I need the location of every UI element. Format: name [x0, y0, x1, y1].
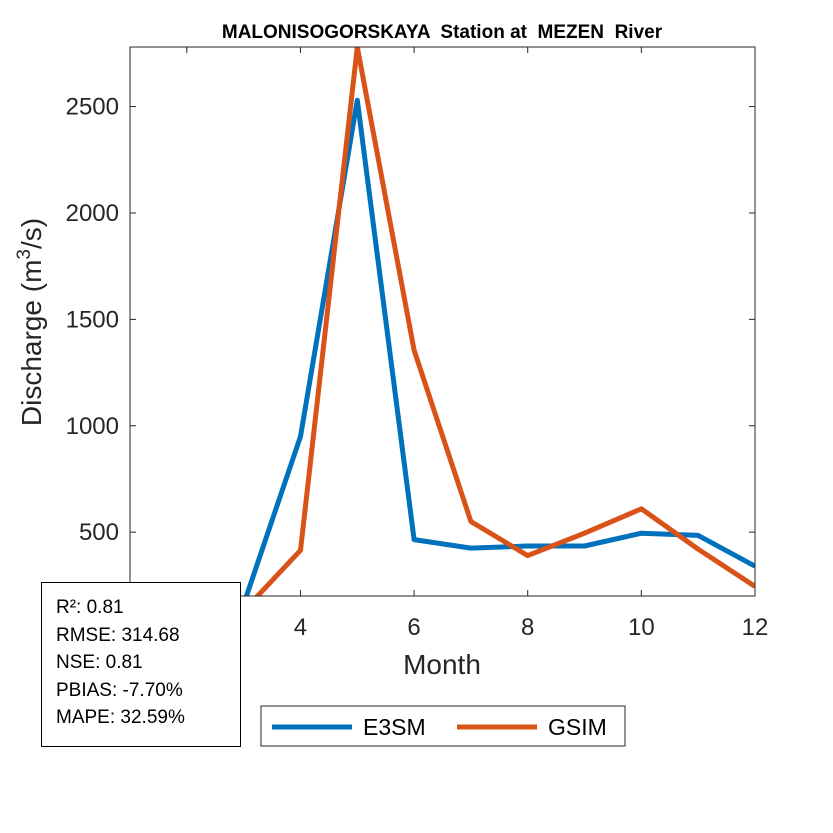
y-tick-label: 500 [79, 519, 119, 546]
y-axis-label: Discharge (m3/s) [14, 218, 47, 426]
x-tick-label: 8 [521, 614, 534, 641]
stat-r2: R²: 0.81 [56, 597, 124, 618]
x-axis-label: Month [403, 649, 481, 680]
legend: E3SM GSIM [260, 705, 626, 747]
y-tick-label: 2000 [66, 200, 119, 227]
y-axis: 500 1000 1500 2000 2500 [66, 94, 755, 546]
stat-pbias: PBIAS: -7.70% [56, 679, 183, 701]
x-tick-label: 12 [742, 614, 769, 641]
stat-rmse: RMSE: 314.68 [56, 624, 180, 646]
y-tick-label: 1500 [66, 306, 119, 333]
plot-frame [129, 46, 756, 597]
series-line-e3sm [130, 97, 755, 596]
y-axis-label-base: Discharge (m [16, 260, 47, 426]
series-line-gsim [254, 47, 755, 596]
x-tick-label: 6 [407, 614, 420, 641]
chart-title: MALONISOGORSKAYA Station at MEZEN River [222, 22, 663, 43]
legend-label-gsim: GSIM [548, 714, 607, 740]
stat-nse: NSE: 0.81 [56, 652, 143, 673]
x-tick-label: 4 [294, 614, 307, 641]
stats-box: R²: 0.81 RMSE: 314.68 NSE: 0.81 PBIAS: -… [41, 582, 241, 747]
y-axis-label-superscript: 3 [14, 249, 35, 260]
y-tick-label: 1000 [66, 413, 119, 440]
legend-label-e3sm: E3SM [363, 714, 426, 740]
y-tick-label: 2500 [66, 94, 119, 121]
x-axis: 24681012 [180, 47, 768, 641]
series-layer [130, 47, 755, 596]
x-tick-label: 10 [628, 614, 655, 641]
stat-mape: MAPE: 32.59% [56, 707, 185, 728]
y-axis-label-end: /s) [16, 218, 47, 249]
